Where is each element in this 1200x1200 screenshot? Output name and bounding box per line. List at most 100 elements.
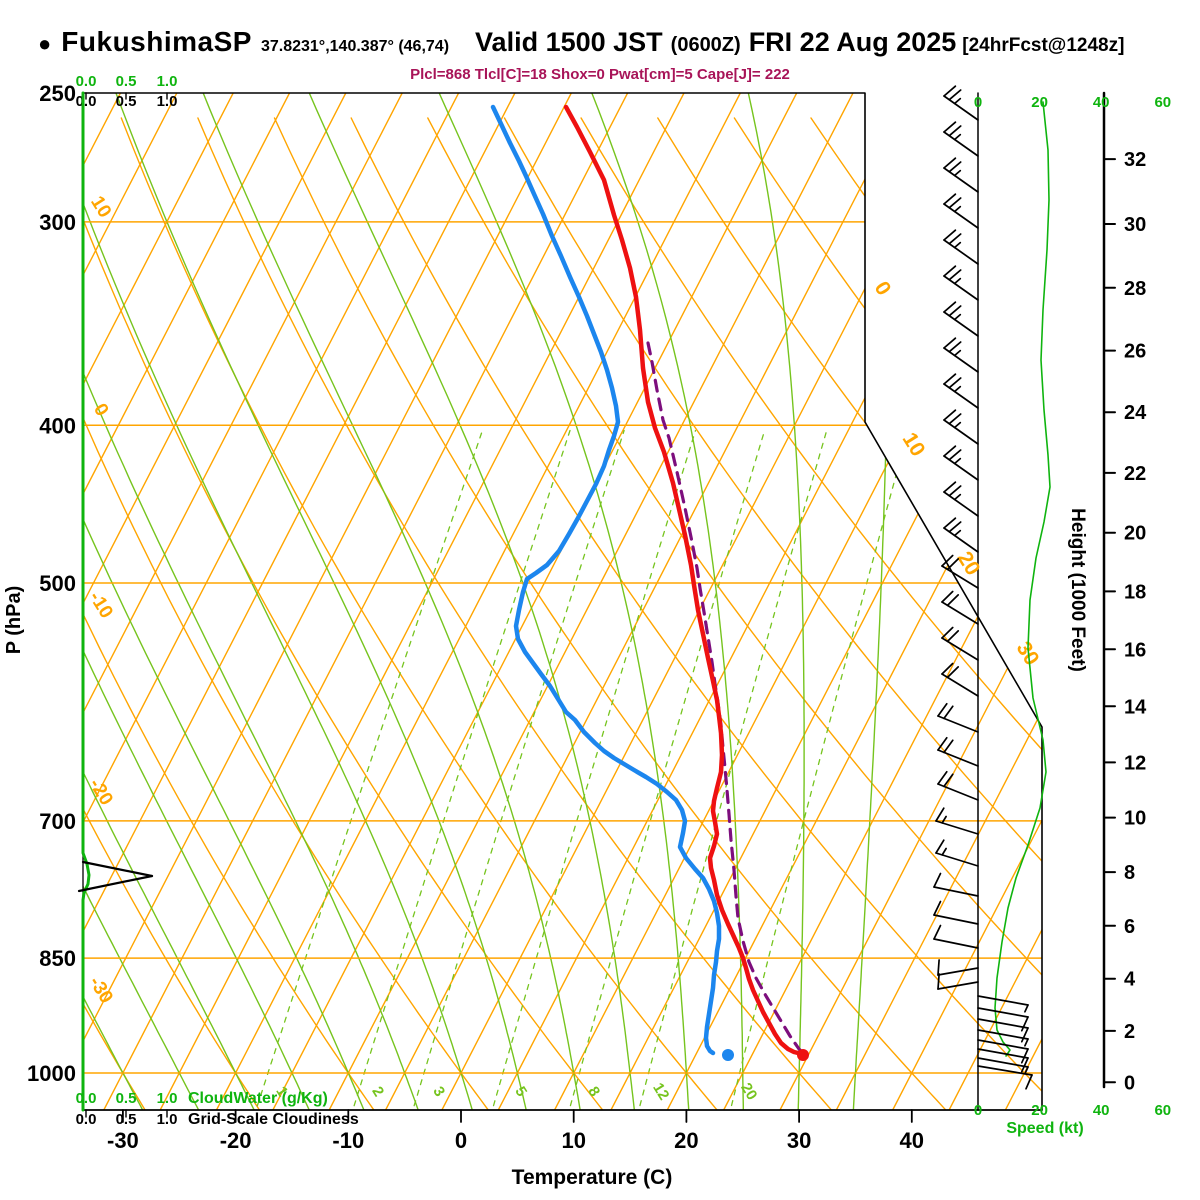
wind-barb-feather bbox=[1024, 1004, 1029, 1013]
speed-scale-label-bottom: 0 bbox=[974, 1102, 982, 1119]
moist-adiabat-line bbox=[852, 93, 889, 1110]
wind-barb bbox=[941, 662, 979, 697]
wind-barb-feather bbox=[953, 457, 962, 465]
temperature-tick-label: -20 bbox=[220, 1128, 252, 1153]
wind-barb bbox=[943, 265, 979, 301]
wind-barb bbox=[977, 1065, 1033, 1090]
temperature-curve bbox=[563, 104, 801, 1056]
moist-adiabat-line bbox=[83, 93, 475, 1110]
wind-barb-staff bbox=[933, 886, 979, 897]
isotherm-line bbox=[384, 93, 910, 1110]
plot-frame bbox=[82, 91, 1106, 1111]
moist-adiabat-line bbox=[83, 93, 368, 1110]
mixing-ratio-line bbox=[566, 429, 766, 1110]
isotherm-line bbox=[83, 93, 403, 1110]
wind-barb bbox=[943, 157, 979, 193]
wind-barb bbox=[943, 517, 979, 553]
wind-barb-feather bbox=[948, 341, 962, 353]
height-axis-title: Height (1000 Feet) bbox=[1067, 508, 1088, 672]
station-coordinates: 37.8231°,140.387° (46,74) bbox=[260, 38, 450, 55]
cloudiness-scale-value-top: 0.0 bbox=[76, 93, 97, 110]
wind-barb-staff bbox=[977, 1007, 1029, 1018]
dry-adiabat-label: -30 bbox=[84, 973, 116, 1007]
isotherm-line bbox=[83, 93, 460, 1110]
wind-barb-feather bbox=[1024, 1066, 1029, 1075]
wind-barb-staff bbox=[977, 1065, 1033, 1076]
isotherm-line bbox=[272, 93, 798, 1110]
wind-barb-feather bbox=[937, 959, 940, 976]
wind-barb bbox=[977, 1029, 1029, 1047]
wind-barb bbox=[943, 193, 979, 229]
wind-barb-feather bbox=[935, 807, 945, 822]
pressure-axis-title: P (hPa) bbox=[3, 586, 25, 655]
wind-barb bbox=[933, 872, 979, 897]
dry-adiabat-line bbox=[350, 117, 1042, 1110]
wind-barb-feather bbox=[946, 630, 960, 643]
moist-adiabat-line bbox=[83, 93, 422, 1110]
wind-barb-staff bbox=[977, 1029, 1029, 1040]
cloudwater-scale-value-top: 0.0 bbox=[76, 73, 97, 90]
wind-barb-feather bbox=[948, 269, 962, 281]
wind-barb-feather bbox=[933, 924, 942, 940]
sounding-parameters: Plcl=868 Tlcl[C]=18 Shox=0 Pwat[cm]=5 Ca… bbox=[410, 66, 790, 83]
wind-barb-feather bbox=[953, 385, 962, 393]
wind-barb bbox=[933, 924, 979, 949]
pressure-tick-label: 850 bbox=[39, 946, 76, 971]
temperature-tick-label: 40 bbox=[900, 1128, 924, 1153]
wind-barb bbox=[943, 121, 979, 157]
height-tick-label: 10 bbox=[1124, 808, 1146, 830]
dry-adiabat-line bbox=[887, 117, 1042, 1110]
moist-adiabat-line bbox=[200, 93, 582, 1110]
height-tick-label: 26 bbox=[1124, 341, 1146, 363]
wind-barb-feather bbox=[953, 277, 962, 285]
wind-barb-feather bbox=[948, 197, 962, 209]
cloudiness-scale-value-bottom: 0.5 bbox=[116, 1111, 137, 1128]
wind-barb bbox=[935, 807, 979, 835]
temperature-tick-label: 0 bbox=[455, 1128, 467, 1153]
wind-barb-feather bbox=[1020, 1016, 1029, 1032]
dry-adiabat-line bbox=[83, 117, 379, 1110]
cloudiness-scale-value-top: 1.0 bbox=[157, 93, 178, 110]
speed-scale-label-bottom: 60 bbox=[1154, 1102, 1171, 1119]
wind-barb-feather bbox=[941, 626, 954, 639]
wind-barb-feather bbox=[937, 770, 948, 785]
wind-barb bbox=[943, 481, 979, 517]
wind-barb bbox=[943, 337, 979, 373]
wind-barb bbox=[937, 959, 979, 976]
height-tick-label: 12 bbox=[1124, 752, 1146, 774]
isotherm-label: 10 bbox=[898, 429, 930, 461]
temperature-axis-title: Temperature (C) bbox=[512, 1166, 673, 1189]
valid-date: FRI 22 Aug 2025 bbox=[748, 27, 957, 57]
cloudiness-scale-value-bottom: 1.0 bbox=[157, 1111, 178, 1128]
dry-adiabat-line bbox=[120, 117, 723, 1110]
dry-adiabat-label: 10 bbox=[86, 193, 115, 222]
dry-adiabat-line bbox=[83, 117, 150, 1110]
height-tick-label: 2 bbox=[1124, 1021, 1135, 1043]
wind-barb-feather bbox=[1020, 1057, 1029, 1073]
wind-barb bbox=[941, 554, 979, 589]
wind-barb-staff bbox=[977, 995, 1029, 1006]
cloudwater-profile bbox=[81, 91, 91, 1112]
wind-barb bbox=[943, 301, 979, 337]
wind-barb-feather bbox=[953, 493, 962, 501]
dry-adiabat-line bbox=[83, 117, 609, 1110]
isotherm-line bbox=[666, 93, 1042, 1110]
wind-speed-profile bbox=[994, 101, 1051, 1057]
wind-barb bbox=[937, 973, 979, 990]
speed-scale-label-top: 60 bbox=[1154, 94, 1171, 111]
dry-adiabat-label: -10 bbox=[84, 588, 116, 622]
wind-barb-feather bbox=[953, 529, 962, 537]
wind-barb-feather bbox=[948, 449, 962, 461]
wind-barb bbox=[977, 1007, 1029, 1032]
speed-axis-title: Speed (kt) bbox=[1006, 1120, 1083, 1137]
wind-barb-feather bbox=[1025, 1074, 1033, 1090]
height-tick-label: 30 bbox=[1124, 214, 1146, 236]
isotherm-line bbox=[83, 93, 516, 1110]
wind-barb-feather bbox=[937, 736, 948, 751]
wind-barb-staff bbox=[977, 1048, 1029, 1059]
speed-scale-label-bottom: 40 bbox=[1093, 1102, 1110, 1119]
wind-barb-feather bbox=[946, 666, 960, 679]
wind-barb-feather bbox=[943, 301, 957, 313]
station-name: FukushimaSP bbox=[61, 26, 252, 57]
